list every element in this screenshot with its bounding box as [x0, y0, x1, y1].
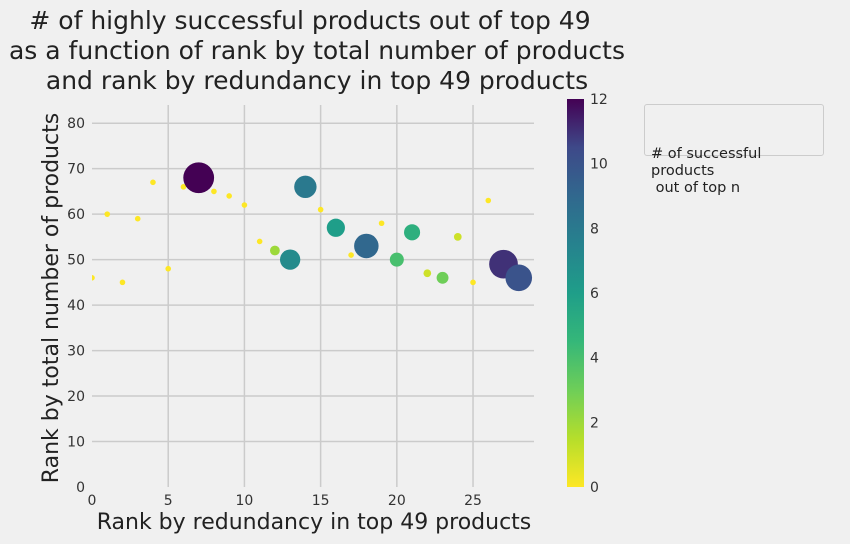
colorbar-tick-label: 0 — [590, 480, 599, 496]
colorbar-tick-label: 12 — [590, 92, 608, 108]
data-point — [348, 252, 354, 258]
data-point — [92, 275, 95, 281]
x-tick-label: 15 — [312, 493, 330, 509]
data-point — [119, 279, 126, 286]
colorbar-tick-label: 4 — [590, 351, 599, 367]
data-point — [279, 249, 301, 270]
colorbar-tick-label: 6 — [590, 286, 599, 302]
data-point — [104, 211, 111, 217]
x-tick-label: 10 — [235, 493, 253, 509]
y-tick-label: 30 — [67, 344, 85, 360]
data-point — [150, 179, 156, 186]
y-tick-label: 20 — [67, 389, 85, 405]
chart-title-line-2: as a function of rank by total number of… — [9, 36, 625, 65]
data-point — [423, 269, 432, 278]
data-point — [256, 238, 263, 245]
data-point — [183, 162, 215, 194]
data-point — [485, 197, 492, 204]
data-point — [505, 264, 533, 292]
colorbar-tick-label: 8 — [590, 221, 599, 237]
data-point — [165, 265, 172, 272]
chart-title-line-1: # of highly successful products out of t… — [29, 6, 590, 35]
data-point — [470, 279, 476, 286]
colorbar-tick-label: 10 — [590, 157, 608, 173]
data-point — [354, 233, 379, 259]
y-tick-label: 10 — [67, 435, 85, 451]
data-points — [92, 162, 533, 292]
x-tick-label: 20 — [388, 493, 406, 509]
data-point — [269, 245, 280, 256]
y-tick-label: 50 — [67, 253, 85, 269]
data-point — [180, 184, 187, 190]
data-point — [326, 218, 345, 237]
legend: # of successful products out of top n — [644, 104, 824, 196]
x-tick-label: 0 — [88, 493, 97, 509]
colorbar-tick-label: 2 — [590, 415, 599, 431]
y-tick-label: 80 — [67, 116, 85, 132]
y-tick-label: 60 — [67, 207, 85, 223]
data-point — [404, 224, 421, 241]
colorbar — [567, 99, 584, 487]
data-point — [317, 206, 324, 213]
y-tick-label: 40 — [67, 298, 85, 314]
data-point — [389, 252, 404, 267]
data-point — [294, 175, 317, 199]
y-tick-label: 70 — [67, 162, 85, 178]
data-point — [211, 188, 217, 195]
tick-labels: 0 5 10 15 20 25 0 10 20 30 40 50 60 70 80 — [67, 116, 482, 509]
data-point — [453, 233, 462, 241]
gridlines — [92, 105, 534, 487]
data-point — [436, 271, 449, 284]
data-point — [241, 202, 248, 208]
data-point — [378, 220, 385, 227]
x-axis-label: Rank by redundancy in top 49 products — [97, 510, 532, 535]
chart-title-line-3: and rank by redundancy in top 49 product… — [46, 66, 588, 95]
x-tick-label: 5 — [164, 493, 173, 509]
data-point — [226, 193, 232, 199]
y-tick-label: 0 — [76, 480, 85, 496]
data-point — [134, 215, 141, 222]
y-axis-label: Rank by total number of products — [39, 113, 64, 483]
colorbar-ticks: 0 2 4 6 8 10 12 — [590, 92, 608, 496]
x-tick-label: 25 — [464, 493, 482, 509]
legend-title: # of successful products out of top n — [651, 146, 762, 196]
